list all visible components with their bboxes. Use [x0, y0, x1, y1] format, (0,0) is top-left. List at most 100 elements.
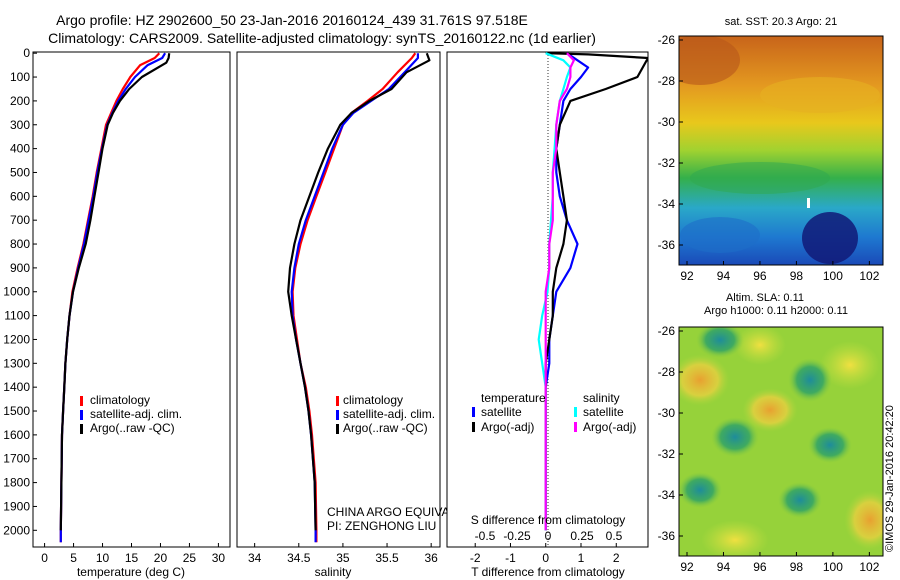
legend-swatch-t-satellite	[472, 407, 475, 417]
s-diff-tick-label: 0	[545, 529, 552, 543]
temperature-panel: 0100200300400500600700800900100011001200…	[3, 46, 231, 579]
map-x-tick-label: 92	[680, 560, 694, 574]
map-y-tick-label: -28	[658, 365, 676, 379]
sla-low-patch	[778, 482, 822, 518]
difference-plot-frame	[446, 51, 649, 548]
sla-high-patch	[820, 341, 880, 389]
sla-high-patch	[844, 490, 883, 550]
sla-high-patch	[734, 327, 786, 365]
x-tick-label: 5	[70, 551, 77, 565]
map-y-tick-label: -34	[658, 488, 676, 502]
sst-map-title: sat. SST: 20.3 Argo: 21	[725, 16, 838, 28]
difference-x-axis: -2 -1 0 1 2 -0.5 -0.25 0 0.25 0.5	[470, 529, 623, 565]
legend-label-t-satellite: satellite	[481, 405, 522, 419]
map-x-tick-label: 98	[790, 560, 804, 574]
depth-tick-label: 800	[10, 237, 30, 251]
depth-tick-label: 1900	[3, 499, 30, 513]
legend-swatch-argo	[336, 424, 339, 434]
x-tick-label: 34.5	[287, 551, 311, 565]
s-diff-tick-label: 0.25	[570, 529, 594, 543]
sla-low-patch	[696, 327, 744, 358]
x-tick-label: 34	[248, 551, 262, 565]
depth-tick-label: 0	[23, 46, 30, 60]
sst-warm-patch	[760, 77, 880, 113]
sst-map-panel: sat. SST: 20.3 Argo: 21 92 94 96 98 100 102 -2…	[658, 16, 884, 283]
figure-subtitle: Climatology: CARS2009. Satellite-adjuste…	[48, 30, 596, 46]
temperature-x-axis: 0 5 10 15 20 25 30	[41, 543, 225, 565]
sla-low-patch	[679, 472, 722, 508]
sla-low-patch	[808, 427, 852, 463]
legend-swatch-satellite	[336, 410, 339, 420]
x-tick-label: 1	[578, 551, 585, 565]
pi-name: PI: ZENGHONG LIU	[327, 519, 436, 533]
difference-legend: temperature satellite Argo(-adj) salinit…	[472, 391, 636, 434]
imos-stamp: ©IMOS 29-Jan-2016 20:42:20	[884, 405, 896, 552]
map-y-tick-label: -32	[658, 156, 676, 170]
temperature-plot-frame	[32, 51, 231, 548]
depth-tick-label: 900	[10, 261, 30, 275]
depth-tick-label: 1000	[3, 285, 30, 299]
map-y-tick-label: -28	[658, 74, 676, 88]
legend-swatch-argo	[80, 424, 83, 434]
depth-tick-label: 100	[10, 70, 30, 84]
map-y-tick-label: -34	[658, 197, 676, 211]
salinity-legend: climatology satellite-adj. clim. Argo(..…	[336, 393, 435, 435]
difference-xlabel-top: S difference from climatology	[471, 513, 626, 527]
legend-label-climatology: climatology	[90, 393, 150, 407]
s-diff-tick-label: -0.5	[475, 529, 496, 543]
legend-title-salinity: salinity	[583, 391, 620, 405]
depth-tick-label: 1700	[3, 452, 30, 466]
s-diff-tick-label: -0.25	[503, 529, 531, 543]
map-x-tick-label: 96	[753, 269, 767, 283]
x-tick-label: 25	[183, 551, 197, 565]
legend-label-satellite: satellite-adj. clim.	[343, 407, 435, 421]
sla-heatmap	[679, 327, 883, 556]
series-line-argo	[59, 53, 171, 531]
sst-cold-patch	[802, 212, 858, 264]
depth-tick-label: 1600	[3, 428, 30, 442]
argo-position-marker	[807, 198, 810, 208]
depth-tick-label: 2000	[3, 523, 30, 537]
x-tick-label: 30	[212, 551, 226, 565]
map-y-tick-label: -30	[658, 115, 676, 129]
legend-label-argo: Argo(..raw -QC)	[90, 421, 175, 435]
float-name: CHINA ARGO EQUIVALENT	[327, 505, 481, 519]
salinity-x-axis: 34 34.5 35 35.5 36	[248, 543, 438, 565]
legend-label-satellite: satellite-adj. clim.	[90, 407, 182, 421]
map-x-tick-label: 102	[859, 560, 879, 574]
depth-tick-label: 500	[10, 165, 30, 179]
sst-cold-patch	[680, 217, 760, 253]
map-y-tick-label: -36	[658, 529, 676, 543]
sla-map-subtitle: Argo h1000: 0.11 h2000: 0.11	[704, 305, 848, 317]
map-y-tick-label: -26	[658, 33, 676, 47]
legend-label-t-argo: Argo(-adj)	[481, 420, 534, 434]
sst-warm-patch	[679, 36, 740, 85]
temperature-legend: climatology satellite-adj. clim. Argo(..…	[80, 393, 182, 435]
depth-tick-label: 300	[10, 118, 30, 132]
x-tick-label: -2	[470, 551, 481, 565]
x-tick-label: 36	[424, 551, 438, 565]
x-tick-label: -1	[505, 551, 516, 565]
depth-tick-label: 1200	[3, 332, 30, 346]
legend-label-s-argo: Argo(-adj)	[583, 420, 636, 434]
figure-title: Argo profile: HZ 2902600_50 23-Jan-2016 …	[56, 12, 528, 28]
map-y-tick-label: -30	[658, 406, 676, 420]
map-y-tick-label: -32	[658, 447, 676, 461]
sst-map-frame	[678, 35, 884, 266]
difference-panel: -2 -1 0 1 2 -0.5 -0.25 0 0.25 0.5 T difference fr…	[446, 51, 649, 579]
legend-title-temperature: temperature	[481, 391, 546, 405]
temperature-lines	[59, 52, 171, 543]
map-x-tick-label: 94	[717, 560, 731, 574]
map-x-tick-label: 100	[823, 560, 843, 574]
difference-xlabel: T difference from climatology	[471, 565, 625, 579]
s-diff-tick-label: 0.5	[606, 529, 623, 543]
depth-tick-label: 200	[10, 94, 30, 108]
difference-lines	[537, 52, 648, 531]
legend-label-climatology: climatology	[343, 393, 403, 407]
depth-tick-label: 1100	[4, 309, 30, 323]
sla-map-panel: Altim. SLA: 0.11 Argo h1000: 0.11 h2000:…	[658, 292, 884, 574]
depth-tick-label: 600	[10, 189, 30, 203]
x-tick-label: 2	[613, 551, 620, 565]
sla-high-patch	[742, 388, 798, 432]
x-tick-label: 10	[96, 551, 110, 565]
